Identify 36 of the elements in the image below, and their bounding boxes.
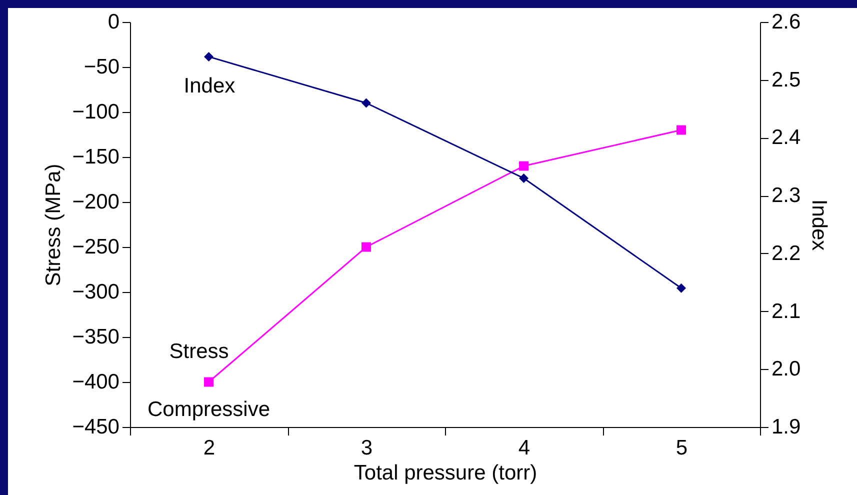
series-label: Index (184, 74, 236, 98)
y-axis-title: Stress (MPa) (42, 164, 66, 286)
y2-axis-title: Index (808, 199, 831, 252)
point (362, 98, 371, 108)
series-label: Stress (169, 340, 229, 363)
y-tick-label: −450 (72, 416, 120, 438)
y-tick-label: −100 (72, 100, 120, 124)
y2-tick-label: 2.5 (772, 68, 801, 92)
y-tick-label: −150 (72, 146, 120, 168)
y-tick-label: −300 (72, 280, 120, 304)
point (204, 52, 214, 62)
point (519, 173, 528, 183)
annotation: Compressive (147, 398, 270, 421)
y2-tick-label: 1.9 (772, 416, 801, 438)
x-tick-label: 5 (676, 436, 688, 460)
y2-tick-label: 2.4 (772, 126, 802, 150)
point (204, 377, 214, 387)
y-tick-label: −50 (84, 56, 120, 78)
y-tick-label: 0 (108, 10, 120, 34)
x-tick-label: 3 (360, 436, 373, 460)
point (519, 161, 528, 171)
x-axis-title: Total pressure (torr) (354, 462, 538, 484)
x-tick-label: 2 (203, 436, 216, 460)
y-tick-label: −350 (72, 326, 120, 348)
point (676, 125, 686, 135)
y2-tick-label: 2.0 (772, 358, 801, 381)
y2-tick-label: 2.3 (772, 184, 801, 208)
point (676, 283, 686, 293)
point (362, 242, 371, 252)
y-tick-label: −400 (72, 370, 120, 394)
y-tick-label: −250 (72, 236, 120, 258)
y2-tick-label: 2.2 (772, 242, 801, 265)
y-tick-label: −200 (72, 190, 120, 214)
y2-tick-label: 2.1 (772, 300, 801, 323)
x-tick-label: 4 (518, 436, 530, 460)
y2-tick-label: 2.6 (772, 10, 801, 34)
